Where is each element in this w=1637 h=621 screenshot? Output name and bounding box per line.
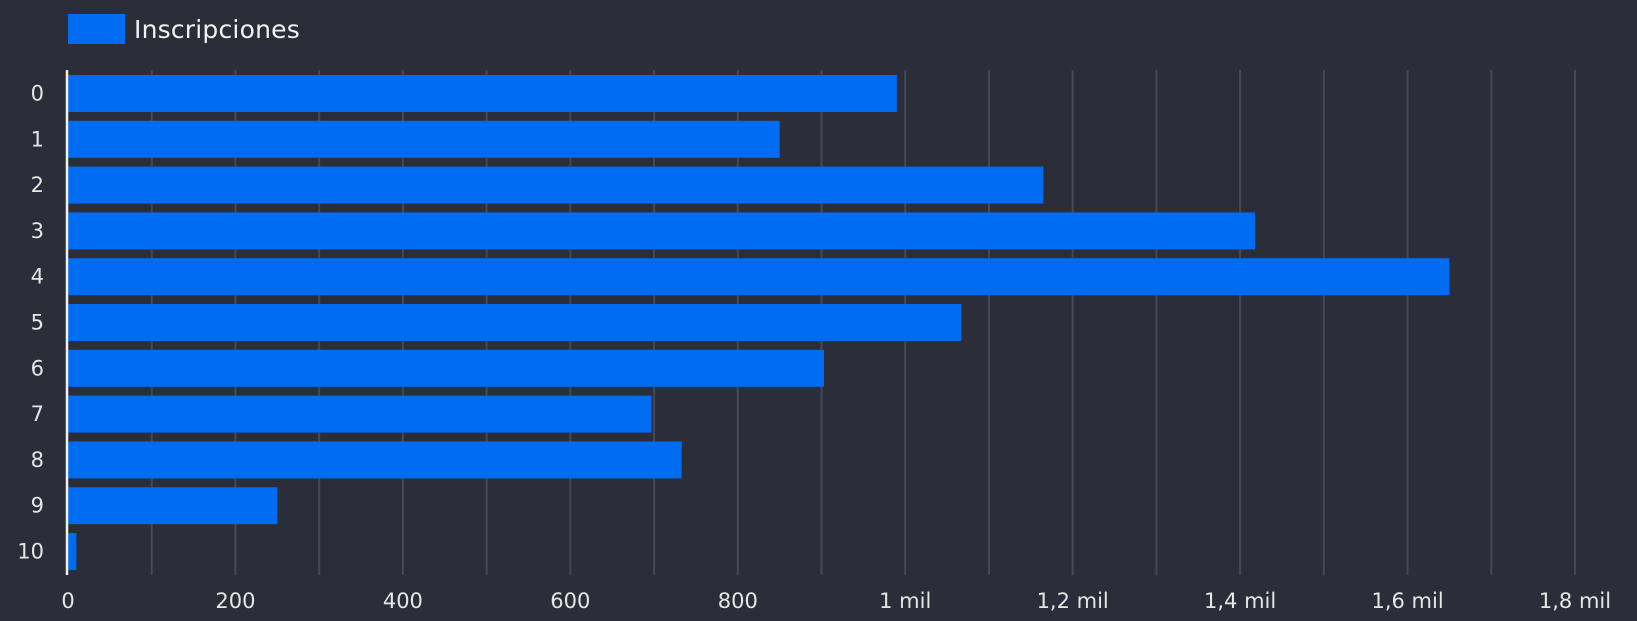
bar-10 — [68, 533, 77, 570]
y-tick-label: 0 — [31, 82, 44, 106]
x-tick-label: 0 — [61, 589, 74, 613]
x-tick-label: 400 — [383, 589, 423, 613]
x-tick-label: 1,6 mil — [1371, 589, 1443, 613]
bar-4 — [68, 258, 1450, 296]
y-tick-label: 5 — [31, 311, 44, 335]
bar-5 — [68, 304, 962, 341]
y-tick-label: 9 — [31, 494, 44, 518]
bar-9 — [68, 487, 278, 525]
x-tick-label: 1,4 mil — [1204, 589, 1276, 613]
x-tick-label: 200 — [215, 589, 255, 613]
bar-3 — [68, 212, 1256, 250]
bar-1 — [68, 120, 780, 158]
y-tick-label: 4 — [31, 265, 44, 289]
x-tick-label: 600 — [550, 589, 590, 613]
y-tick-label: 1 — [31, 127, 44, 151]
y-tick-label: 6 — [31, 356, 44, 380]
bar-2 — [68, 166, 1044, 204]
legend[interactable]: Inscripciones — [68, 14, 300, 44]
x-tick-label: 1,8 mil — [1539, 589, 1611, 613]
bar-8 — [68, 441, 682, 479]
bar-0 — [68, 75, 897, 112]
bar-6 — [68, 349, 825, 387]
x-tick-label: 1 mil — [879, 589, 931, 613]
bar-7 — [68, 395, 652, 433]
legend-label: Inscripciones — [134, 14, 300, 44]
x-tick-label: 1,2 mil — [1037, 589, 1109, 613]
y-tick-label: 10 — [17, 540, 44, 564]
y-tick-label: 3 — [31, 219, 44, 243]
y-tick-label: 2 — [31, 173, 44, 197]
legend-swatch — [68, 14, 125, 44]
x-tick-label: 800 — [718, 589, 758, 613]
y-tick-label: 8 — [31, 448, 44, 472]
y-tick-label: 7 — [31, 402, 44, 426]
